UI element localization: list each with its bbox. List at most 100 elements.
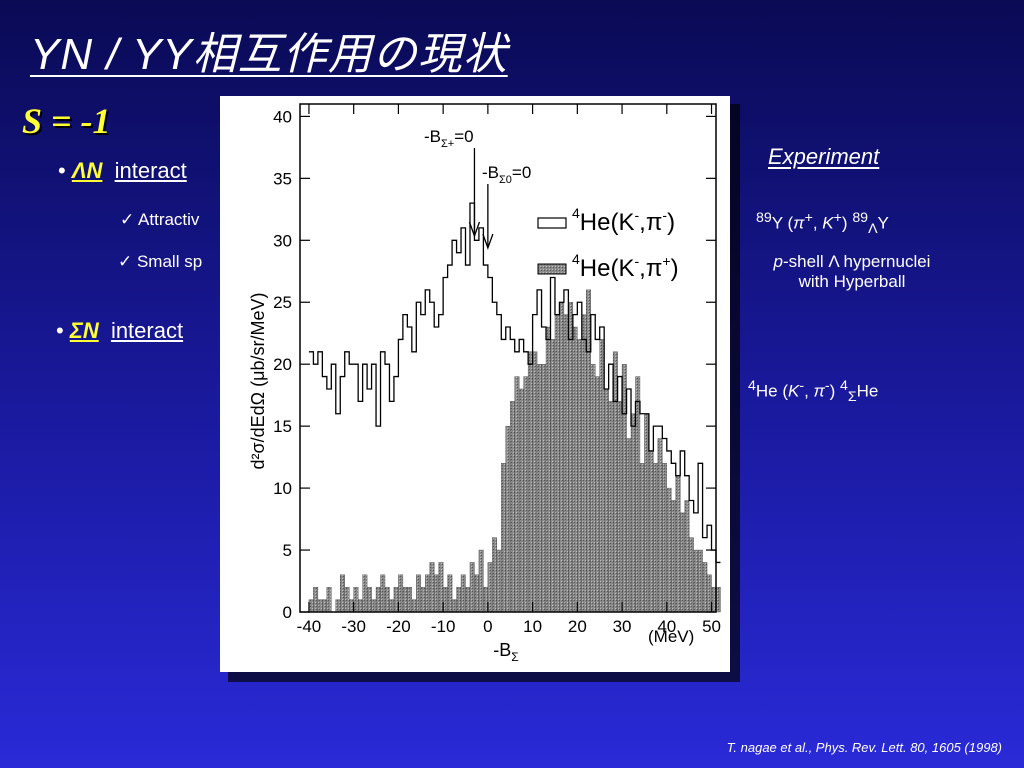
hist-bin-kpiplus [680,512,685,613]
pshell-text: -shell Λ hypernuclei [783,252,931,271]
hist-bin-kpiplus [492,537,498,613]
hist-bin-kpiplus [420,587,426,613]
x-tick-label: 0 [483,617,492,636]
hist-bin-kpiplus [340,574,345,613]
bullet-text: interact [110,318,184,343]
experiment-item-he4: 4He (K-, π-) 4ΣHe [748,378,878,405]
separator: , [804,381,814,401]
hyperon-sub: Σ [847,389,857,406]
hist-bin-kpiplus [317,599,323,613]
separator: , [812,213,823,233]
hist-bin-kpiplus [433,574,439,613]
charge: + [833,210,842,226]
x-tick-label: -10 [431,617,456,636]
hist-bin-kpiplus [335,599,341,613]
hist-bin-kpiplus [313,587,319,613]
hist-bin-kpiplus [559,302,565,613]
spectrum-figure: -40 -30 -20 -10 0 10 20 30 40 50 0 5 10 15 20 25 30 35 40 … [220,96,730,672]
legend-entry-kpiminus: 4He(K-,π-) [572,205,675,236]
hist-outline-kpiminus [308,202,721,564]
hist-bin-kpiplus [603,388,609,613]
x-tick-label: 50 [702,617,721,636]
hist-bin-kpiplus [402,587,408,613]
hist-bin-kpiplus [416,574,421,613]
hist-bin-kpiplus [349,599,354,613]
hist-bin-kpiplus [662,463,667,613]
annotation-bsigma-plus: -BΣ+=0 [424,127,474,150]
y-tick-label: 5 [283,541,292,560]
legend-sup2: - [662,207,667,223]
hist-bin-kpiplus [393,587,399,613]
hist-bin-kpiplus [518,388,524,613]
hist-bin-kpiplus [478,549,484,613]
x-axis-label-main: -B [493,640,511,660]
hist-bin-kpiplus [639,463,645,613]
annotation-text: -B [482,163,499,182]
hist-bin-kpiplus [460,574,466,613]
hist-bin-kpiplus [536,363,542,613]
hist-bin-kpiplus [595,376,600,613]
hist-bin-kpiplus [666,487,672,613]
hist-bin-kpiplus [483,587,489,613]
x-tick-label: -20 [386,617,411,636]
mass-number: 89 [756,210,772,226]
close-paren: ) [829,381,841,401]
hist-bin-kpiplus [451,599,457,613]
hist-bin-kpiplus [532,351,538,613]
mass-number: 4 [748,378,756,394]
hist-bin-kpiplus [344,587,350,613]
legend-sup: - [634,253,639,269]
hist-kpiminus [308,202,721,564]
legend-end: ,π [639,209,662,236]
legend-swatch-hatched [537,263,567,275]
hist-bin-kpiplus [693,549,699,613]
hist-bin-kpiplus [688,537,694,613]
hist-bin-kpiplus [648,450,654,613]
axis-tick-labels: -40 -30 -20 -10 0 10 20 30 40 50 0 5 10 15 20 25 30 35 40 [273,107,721,636]
y-tick-label: 20 [273,355,292,374]
hist-bin-kpiplus [465,587,471,613]
annotation-bsigma-zero: -BΣ0=0 [482,163,531,186]
hist-bin-kpiplus [697,549,703,613]
nucleus-text: Y ( [771,213,794,233]
hist-kpiplus [308,289,721,613]
annotation-arrows [468,148,494,250]
close-paren: ) [841,213,853,233]
hist-bin-kpiplus [572,326,578,613]
annotation-end: =0 [454,127,473,146]
particle-k: K [822,213,834,233]
x-axis-unit: (MeV) [648,627,694,646]
legend-close: ) [667,209,675,236]
annotation-end: =0 [512,163,531,182]
hist-bin-kpiplus [527,351,533,613]
y-tick-label: 15 [273,417,292,436]
hist-bin-kpiplus [702,562,708,613]
hist-bin-kpiplus [505,425,511,613]
annotation-text: -B [424,127,441,146]
legend-main: He(K [580,209,635,236]
axis-ticks [300,104,716,613]
annotations: -BΣ+=0 -BΣ0=0 [424,127,531,250]
hist-bin-kpiplus [523,376,529,613]
hist-bin-kpiplus [474,574,480,613]
check-item-attractive: ✓ Attractiv [120,210,200,229]
bullet-lambda-n: • ΛN interact [58,158,187,184]
hist-bin-kpiplus [581,314,587,613]
hist-bin-kpiplus [469,562,475,613]
experiment-item-y89: 89Y (π+, K+) 89ΛY [756,210,889,237]
legend: 4He(K-,π-) 4He(K-,π+) [537,205,679,282]
hist-bin-kpiplus [353,587,359,613]
legend-sup: - [634,207,639,223]
y-tick-label: 10 [273,479,292,498]
legend-main: He(K [580,255,635,282]
hist-bin-kpiplus [590,363,596,613]
legend-pre: 4 [572,205,580,221]
hist-bin-kpiplus [308,599,314,613]
strangeness-label: S = -1 [22,101,111,141]
hist-bin-kpiplus [675,475,681,613]
x-tick-label: 30 [613,617,632,636]
charge: - [824,378,830,394]
check-item-small-spin: ✓ Small sp [118,252,203,271]
hist-bin-kpiplus [554,314,560,613]
hist-bin-kpiplus [568,302,574,613]
